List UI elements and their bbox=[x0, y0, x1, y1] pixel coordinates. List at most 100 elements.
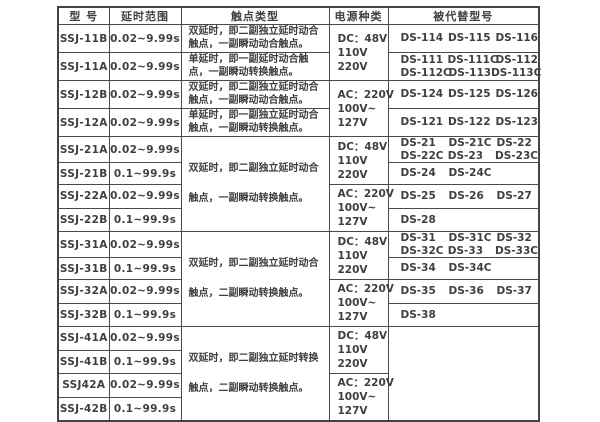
col-header-replaced-model: 被代替型号 bbox=[387, 6, 540, 25]
replaced-model: DS-121 bbox=[400, 116, 444, 129]
replaced-models-cell: DS-111 DS-111C DS-112 DS-112C DS-113 DS-… bbox=[387, 52, 542, 81]
replaced-model: DS-114 bbox=[400, 32, 444, 45]
delay-range-cell: 0.02~9.99s bbox=[108, 24, 182, 53]
col-header-delay-range: 延时范围 bbox=[108, 6, 182, 25]
replaced-model: DS-122 bbox=[447, 116, 491, 129]
power-line: AC：220V bbox=[337, 377, 394, 389]
table-row: SSJ-12A 0.02~9.99s 单延时，即一副独立延时动合触点，一副瞬动转… bbox=[57, 108, 540, 137]
table-row: SSJ-12B 0.02~9.99s 双延时，即二副独立延时动合触点，一副瞬动动… bbox=[57, 80, 540, 137]
power-line: AC：220V bbox=[337, 283, 394, 295]
delay-range-cell: 0.1~99.9s bbox=[108, 207, 182, 232]
model-cell: SSJ-21A bbox=[57, 136, 110, 163]
power-line: DC：48V bbox=[337, 330, 388, 342]
model-cell: SSJ-21B bbox=[57, 162, 110, 185]
replaced-model: DS-21C bbox=[448, 137, 492, 149]
model-cell: SSJ-11A bbox=[57, 52, 110, 81]
table-row: SSJ-11A 0.02~9.99s 单延时，即一副延时动合触点，一副瞬动转换触… bbox=[57, 52, 542, 81]
model-cell: SSJ42A bbox=[57, 373, 110, 398]
replaced-model: DS-116 bbox=[495, 32, 538, 45]
power-line: 100V~ bbox=[337, 102, 377, 115]
replaced-model: DS-126 bbox=[495, 88, 538, 101]
model-cell: SSJ-12A bbox=[57, 108, 110, 137]
power-line: 220V bbox=[337, 60, 368, 73]
replaced-models-cell-empty bbox=[387, 326, 540, 422]
delay-range-cell: 0.02~9.99s bbox=[108, 108, 182, 137]
delay-range-cell: 0.02~9.99s bbox=[108, 136, 182, 163]
power-line: 100V~ bbox=[337, 391, 377, 403]
replaced-line: DS-34 DS-34C bbox=[401, 262, 539, 275]
replaced-model: DS-37 bbox=[496, 285, 532, 297]
contact-type-cell: 双延时，即二副独立延时动合触点，二副瞬动转换触点。 bbox=[180, 231, 330, 327]
replaced-model: DS-36 bbox=[448, 285, 484, 297]
replaced-model: DS-111C bbox=[447, 54, 498, 66]
delay-range-cell: 0.02~9.99s bbox=[108, 373, 182, 398]
replaced-line: DS-124 DS-125 DS-126 bbox=[401, 88, 539, 101]
contact-type-cell: 双延时，即二副独立延时转换触点，二副瞬动转换触点。 bbox=[180, 326, 330, 422]
model-cell: SSJ-22B bbox=[57, 207, 110, 232]
delay-range-cell: 0.1~99.9s bbox=[108, 257, 182, 280]
replaced-model: DS-24C bbox=[448, 167, 492, 180]
replaced-model: DS-33C bbox=[495, 244, 538, 257]
power-line: DC：48V bbox=[337, 140, 388, 153]
model-cell: SSJ-42B bbox=[57, 396, 110, 422]
table-row: SSJ-31A 0.02~9.99s 双延时，即二副独立延时动合触点，二副瞬动转… bbox=[57, 231, 540, 327]
power-line: AC：220V bbox=[337, 188, 394, 200]
delay-range-cell: 0.02~9.99s bbox=[108, 184, 182, 209]
power-line: 220V bbox=[337, 263, 368, 276]
power-line: 220V bbox=[337, 358, 368, 370]
contact-type-cell: 双延时，即二副独立延时动合触点，一副瞬动动合触点。 bbox=[180, 24, 330, 53]
replaced-line: DS-121 DS-122 DS-123 bbox=[401, 116, 539, 129]
replaced-model: DS-27 bbox=[496, 190, 532, 202]
contact-type-cell: 单延时，即一副独立延时动合触点，一副瞬动转换触点。 bbox=[180, 108, 330, 137]
table-row: SSJ-21A 0.02~9.99s 双延时，即二副独立延时动合触点，一副瞬动转… bbox=[57, 136, 540, 232]
power-type-cell: AC：220V 100V~ 127V bbox=[328, 373, 394, 422]
replaced-model: DS-113C bbox=[491, 66, 542, 79]
model-cell: SSJ-22A bbox=[57, 184, 110, 209]
model-cell: SSJ-41A bbox=[57, 326, 110, 351]
model-cell: SSJ-32A bbox=[57, 279, 110, 304]
replaced-models-cell: DS-114 DS-115 DS-116 bbox=[387, 24, 540, 53]
replaced-line: DS-31 DS-31C DS-32 bbox=[401, 232, 539, 245]
replaced-model: DS-31 bbox=[400, 232, 436, 244]
power-type-cell: AC：220V 100V~ 127V bbox=[328, 80, 394, 137]
replaced-model: DS-22 bbox=[496, 137, 532, 149]
replaced-model: DS-38 bbox=[400, 308, 436, 321]
power-line: 100V~ bbox=[337, 202, 377, 214]
power-line: 127V bbox=[337, 405, 368, 417]
replaced-models-cell: DS-35 DS-36 DS-37 bbox=[387, 279, 540, 304]
power-line: 110V bbox=[337, 249, 368, 262]
replaced-models-cell: DS-28 bbox=[387, 207, 540, 232]
replaced-model: DS-32C bbox=[400, 244, 444, 257]
replaced-line: DS-24 DS-24C bbox=[401, 167, 539, 180]
col-header-contact-type: 触点类型 bbox=[180, 6, 330, 25]
replaced-line: DS-112C DS-113 DS-113C bbox=[400, 66, 542, 80]
table-row: SSJ-41B 0.1~99.9s bbox=[57, 349, 539, 374]
power-line: 100V~ bbox=[337, 297, 377, 309]
replaced-models-cell: DS-31 DS-31C DS-32 DS-32C DS-33 DS-33C bbox=[387, 231, 540, 258]
model-cell: SSJ-31A bbox=[57, 231, 110, 258]
replaced-models-cell: DS-24 DS-24C bbox=[387, 162, 540, 185]
delay-range-cell: 0.02~9.99s bbox=[108, 279, 182, 304]
power-line: 127V bbox=[337, 216, 368, 228]
replaced-model: DS-124 bbox=[400, 88, 444, 101]
delay-range-cell: 0.1~99.9s bbox=[108, 396, 182, 422]
replaced-model: DS-112C bbox=[400, 66, 451, 79]
power-type-cell: DC：48V 110V 220V bbox=[328, 136, 389, 185]
power-type-cell: AC：220V 100V~ 127V bbox=[328, 184, 394, 232]
replaced-line: DS-21 DS-21C DS-22 bbox=[401, 137, 539, 150]
power-line: 110V bbox=[337, 344, 368, 356]
power-type-cell: DC：48V 110V 220V bbox=[328, 24, 389, 81]
delay-range-cell: 0.1~99.9s bbox=[108, 162, 182, 185]
delay-range-cell: 0.1~99.9s bbox=[108, 302, 182, 327]
replaced-model: DS-34C bbox=[448, 262, 492, 275]
delay-range-cell: 0.1~99.9s bbox=[108, 349, 182, 374]
replaced-model: DS-21 bbox=[400, 137, 436, 149]
replaced-line: DS-111 DS-111C DS-112 bbox=[401, 54, 539, 67]
model-cell: SSJ-11B bbox=[57, 24, 110, 53]
replaced-line: DS-114 DS-115 DS-116 bbox=[401, 32, 539, 45]
table-row: SSJ-11B 0.02~9.99s 双延时，即二副独立延时动合触点，一副瞬动动… bbox=[57, 24, 540, 81]
relay-spec-sheet: 型 号 延时范围 触点类型 电源种类 被代替型号 SSJ-11B 0.02~9.… bbox=[57, 6, 542, 422]
delay-range-cell: 0.02~9.99s bbox=[108, 326, 182, 351]
replaced-model: DS-123 bbox=[495, 116, 538, 129]
replaced-model: DS-23 bbox=[447, 149, 484, 162]
